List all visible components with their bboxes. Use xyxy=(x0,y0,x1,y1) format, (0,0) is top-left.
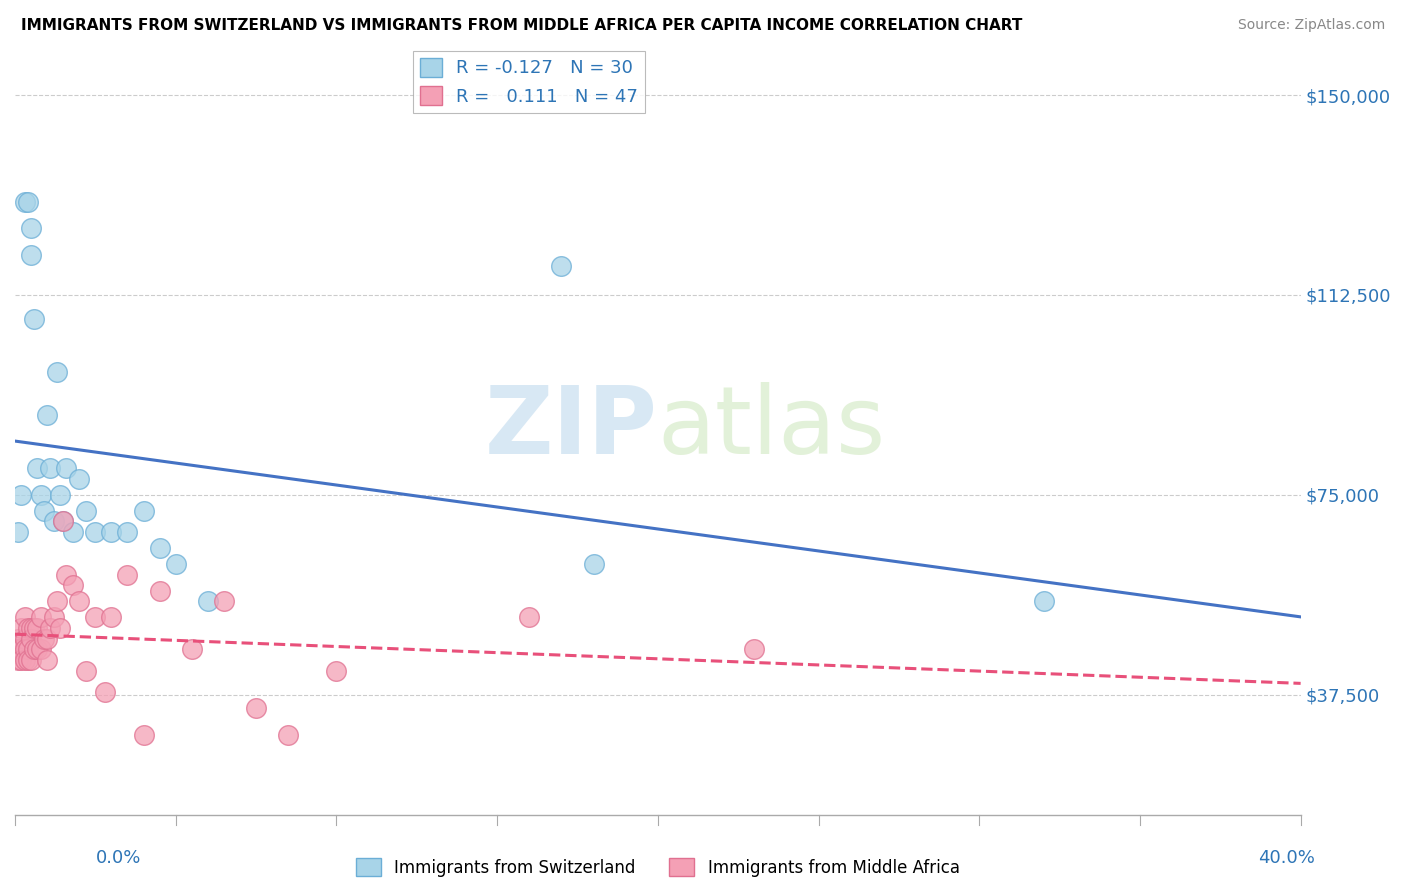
Point xyxy=(20,621,42,635)
Point xyxy=(14,632,37,646)
Text: 40.0%: 40.0% xyxy=(1258,849,1315,867)
Point xyxy=(117,525,139,540)
Point xyxy=(62,525,84,540)
Point xyxy=(17,621,39,635)
Point xyxy=(30,488,52,502)
Point xyxy=(20,632,42,646)
Point xyxy=(14,653,37,667)
Point xyxy=(32,632,55,646)
Legend: R = -0.127   N = 30, R =   0.111   N = 47: R = -0.127 N = 30, R = 0.111 N = 47 xyxy=(413,51,645,113)
Point xyxy=(17,642,39,657)
Point xyxy=(7,525,30,540)
Point xyxy=(10,621,32,635)
Point xyxy=(27,621,49,635)
Point xyxy=(517,610,540,624)
Text: IMMIGRANTS FROM SWITZERLAND VS IMMIGRANTS FROM MIDDLE AFRICA PER CAPITA INCOME C: IMMIGRANTS FROM SWITZERLAND VS IMMIGRANT… xyxy=(21,18,1022,33)
Point xyxy=(27,461,49,475)
Point xyxy=(277,728,299,742)
Point xyxy=(42,610,65,624)
Point xyxy=(49,488,72,502)
Point xyxy=(49,621,72,635)
Point xyxy=(100,525,122,540)
Point xyxy=(582,557,605,571)
Point xyxy=(132,504,155,518)
Point xyxy=(245,701,267,715)
Point xyxy=(14,642,37,657)
Point xyxy=(10,642,32,657)
Point xyxy=(27,642,49,657)
Point xyxy=(37,408,59,422)
Point xyxy=(55,567,77,582)
Point xyxy=(7,653,30,667)
Point xyxy=(75,664,97,678)
Point xyxy=(742,642,765,657)
Text: atlas: atlas xyxy=(658,382,886,475)
Point xyxy=(1032,594,1054,608)
Point xyxy=(67,472,90,486)
Point xyxy=(32,504,55,518)
Point xyxy=(84,610,107,624)
Point xyxy=(7,642,30,657)
Point xyxy=(212,594,235,608)
Point xyxy=(20,248,42,262)
Point xyxy=(550,259,572,273)
Point xyxy=(45,594,67,608)
Point xyxy=(30,610,52,624)
Point xyxy=(37,632,59,646)
Point xyxy=(52,515,75,529)
Text: Source: ZipAtlas.com: Source: ZipAtlas.com xyxy=(1237,18,1385,32)
Point xyxy=(67,594,90,608)
Point xyxy=(180,642,202,657)
Point xyxy=(84,525,107,540)
Point xyxy=(197,594,219,608)
Point xyxy=(22,312,45,326)
Point xyxy=(14,610,37,624)
Point xyxy=(22,621,45,635)
Point xyxy=(117,567,139,582)
Point xyxy=(37,653,59,667)
Text: 0.0%: 0.0% xyxy=(96,849,141,867)
Point xyxy=(75,504,97,518)
Point xyxy=(39,621,62,635)
Point xyxy=(10,488,32,502)
Point xyxy=(325,664,347,678)
Point xyxy=(42,515,65,529)
Point xyxy=(52,515,75,529)
Point xyxy=(94,685,117,699)
Point xyxy=(39,461,62,475)
Point xyxy=(149,541,172,555)
Point xyxy=(14,194,37,209)
Point xyxy=(17,194,39,209)
Point xyxy=(17,653,39,667)
Point xyxy=(7,632,30,646)
Point xyxy=(10,653,32,667)
Point xyxy=(22,642,45,657)
Point xyxy=(149,583,172,598)
Point xyxy=(100,610,122,624)
Point xyxy=(30,642,52,657)
Point xyxy=(20,653,42,667)
Point xyxy=(45,365,67,379)
Point xyxy=(132,728,155,742)
Point xyxy=(165,557,187,571)
Point xyxy=(55,461,77,475)
Point xyxy=(62,578,84,592)
Text: ZIP: ZIP xyxy=(485,382,658,475)
Point xyxy=(20,221,42,235)
